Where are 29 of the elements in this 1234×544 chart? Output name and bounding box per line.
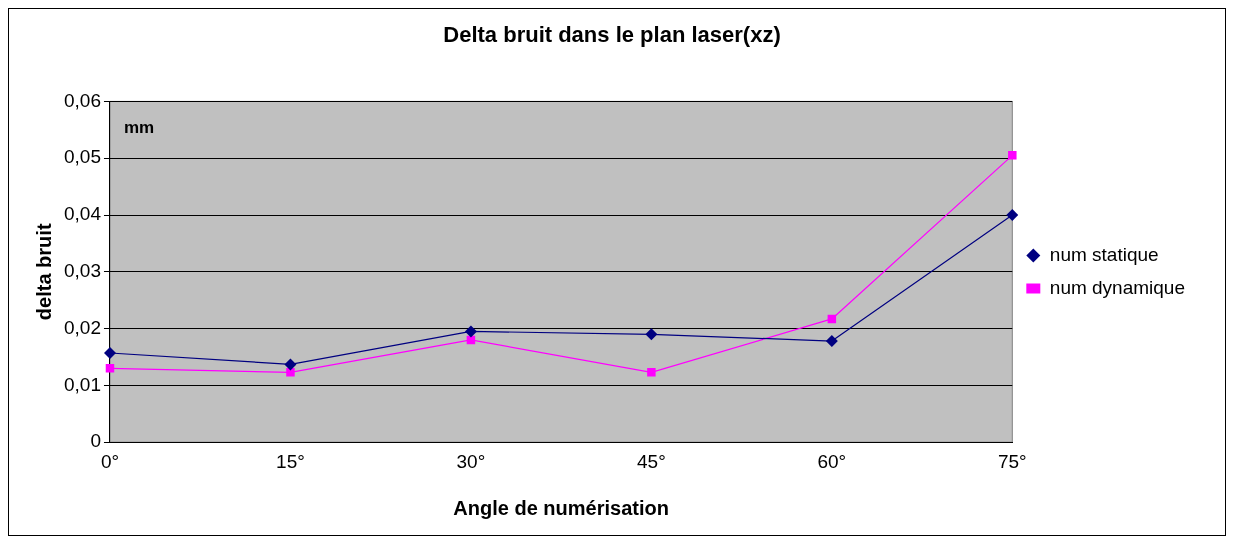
y-tick-label: 0,03 [64, 260, 101, 282]
y-axis-title: delta bruit [32, 223, 55, 321]
point [1008, 151, 1017, 160]
point [105, 364, 115, 373]
point [103, 347, 116, 360]
annotation: mm [123, 117, 155, 137]
point [284, 358, 297, 371]
point [645, 328, 658, 341]
x-tick-label: 75° [997, 450, 1027, 472]
x-tick-label: 30° [456, 450, 486, 472]
legend-label: num dynamique [1049, 276, 1186, 298]
chart-title: Delta bruit dans le plan laser(xz) [443, 22, 781, 48]
x-tick-label: 45° [637, 450, 666, 472]
y-tick-label: 0,01 [64, 373, 101, 395]
x-axis-title: Angle de numérisation [453, 496, 669, 519]
x-tick-label: 60° [817, 450, 847, 472]
y-tick-label: 0,02 [64, 316, 101, 338]
point [825, 335, 838, 348]
x-tick-label: 0° [100, 450, 120, 472]
x-tick-label: 15° [276, 450, 305, 472]
point [1006, 209, 1019, 221]
point [647, 368, 656, 377]
y-tick-label: 0,04 [64, 203, 102, 225]
y-tick-label: 0,05 [64, 146, 101, 168]
point [286, 368, 295, 377]
point [464, 325, 477, 338]
y-tick-label: 0 [90, 430, 101, 452]
legend-label: num statique [1049, 243, 1159, 265]
y-tick-label: 0,06 [64, 89, 101, 111]
